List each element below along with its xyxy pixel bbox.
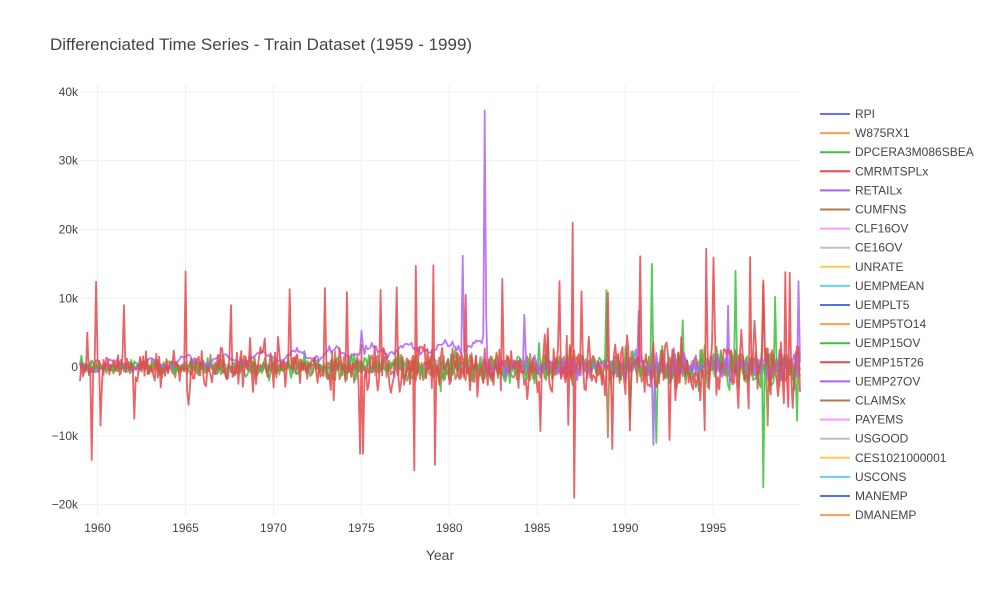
legend-label: RETAILx (855, 183, 902, 197)
legend-label: CES1021000001 (855, 451, 947, 465)
legend-item-usgood[interactable]: USGOOD (820, 432, 909, 446)
y-tick-label: 0 (71, 360, 78, 374)
legend-label: PAYEMS (855, 413, 903, 427)
legend-label: DPCERA3M086SBEA (855, 145, 974, 159)
legend-item-uscons[interactable]: USCONS (820, 470, 906, 484)
legend-label: UEMP15T26 (855, 355, 924, 369)
legend-label: W875RX1 (855, 126, 910, 140)
legend-item-dpcera3m086sbea[interactable]: DPCERA3M086SBEA (820, 145, 974, 159)
legend-label: UEMP5TO14 (855, 317, 926, 331)
legend-item-clf16ov[interactable]: CLF16OV (820, 222, 908, 236)
y-tick-label: −20k (52, 498, 79, 512)
legend-label: USCONS (855, 470, 906, 484)
legend-item-manemp[interactable]: MANEMP (820, 489, 908, 503)
legend-item-ces1021000001[interactable]: CES1021000001 (820, 451, 947, 465)
x-tick-label: 1990 (612, 521, 639, 535)
legend-item-unrate[interactable]: UNRATE (820, 260, 903, 274)
legend-label: UEMP27OV (855, 374, 920, 388)
chart-title: Differenciated Time Series - Train Datas… (50, 35, 472, 54)
legend-label: MANEMP (855, 489, 908, 503)
legend-item-uemplt5[interactable]: UEMPLT5 (820, 298, 910, 312)
legend-item-uemp15ov[interactable]: UEMP15OV (820, 336, 920, 350)
legend-label: CE16OV (855, 241, 902, 255)
x-tick-label: 1965 (172, 521, 199, 535)
x-axis-title: Year (426, 547, 455, 563)
legend-label: UEMPLT5 (855, 298, 910, 312)
legend-label: USGOOD (855, 432, 909, 446)
legend-item-uemp15t26[interactable]: UEMP15T26 (820, 355, 924, 369)
legend-item-claimsx[interactable]: CLAIMSx (820, 394, 906, 408)
y-tick-label: −10k (52, 429, 79, 443)
y-axis-ticks: −20k −10k 0 10k 20k 30k 40k (52, 85, 79, 512)
y-tick-label: 40k (59, 85, 79, 99)
y-tick-label: 10k (59, 291, 79, 305)
legend-item-cmrmtsplx[interactable]: CMRMTSPLx (820, 164, 928, 178)
series-line-cmrmtsplx[interactable] (79, 221, 801, 499)
x-tick-label: 1985 (524, 521, 551, 535)
legend-item-ce16ov[interactable]: CE16OV (820, 241, 902, 255)
legend-label: UEMP15OV (855, 336, 920, 350)
x-tick-label: 1975 (348, 521, 375, 535)
y-tick-label: 20k (59, 222, 79, 236)
x-tick-label: 1980 (436, 521, 463, 535)
legend-label: CMRMTSPLx (855, 164, 928, 178)
legend-label: CLAIMSx (855, 394, 906, 408)
legend-label: UEMPMEAN (855, 279, 924, 293)
legend-item-uempmean[interactable]: UEMPMEAN (820, 279, 924, 293)
legend-label: CUMFNS (855, 203, 906, 217)
legend-label: UNRATE (855, 260, 903, 274)
legend-label: CLF16OV (855, 222, 908, 236)
legend-item-rpi[interactable]: RPI (820, 107, 875, 121)
legend-item-payems[interactable]: PAYEMS (820, 413, 903, 427)
legend-label: RPI (855, 107, 875, 121)
gridlines (80, 85, 800, 515)
legend-item-uemp5to14[interactable]: UEMP5TO14 (820, 317, 926, 331)
x-tick-label: 1960 (84, 521, 111, 535)
legend-item-w875rx1[interactable]: W875RX1 (820, 126, 910, 140)
series-lines (79, 109, 801, 499)
legend-label: DMANEMP (855, 508, 916, 522)
legend-item-retailx[interactable]: RETAILx (820, 183, 902, 197)
y-tick-label: 30k (59, 154, 79, 168)
legend[interactable]: RPI W875RX1 DPCERA3M086SBEA CMRMTSPLx RETAIL… (820, 107, 974, 522)
x-tick-label: 1995 (700, 521, 727, 535)
x-axis-ticks: 1960 1965 1970 1975 1980 1985 1990 1995 (84, 521, 726, 535)
legend-item-cumfns[interactable]: CUMFNS (820, 203, 906, 217)
legend-item-uemp27ov[interactable]: UEMP27OV (820, 374, 920, 388)
x-tick-label: 1970 (260, 521, 287, 535)
legend-item-dmanemp[interactable]: DMANEMP (820, 508, 916, 522)
